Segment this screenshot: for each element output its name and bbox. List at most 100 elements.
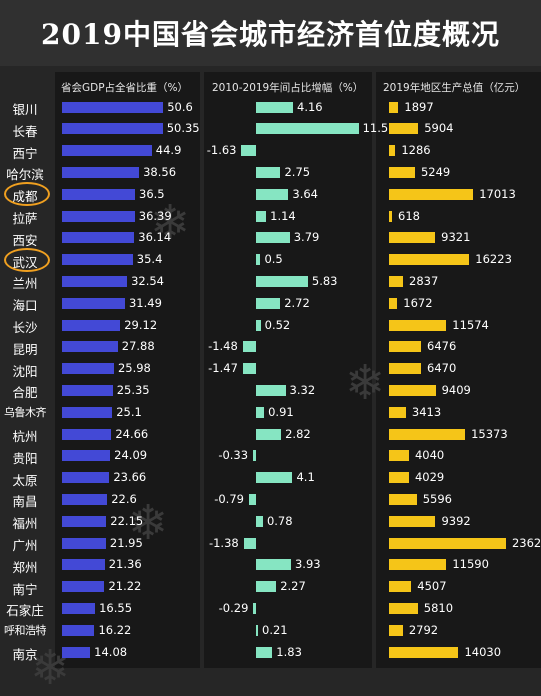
snowflake-icon: ❄ xyxy=(345,355,386,411)
share-bar xyxy=(62,166,140,178)
change-bar xyxy=(241,145,256,157)
change-bar xyxy=(242,341,256,353)
category-label: 西安 xyxy=(12,232,38,248)
header-share: 省会GDP占全省比重（%） xyxy=(61,82,189,94)
share-value: 21.95 xyxy=(109,535,143,550)
gdp-bar xyxy=(389,515,436,527)
share-bar xyxy=(62,210,135,222)
change-bar xyxy=(256,624,258,636)
category-label: 拉萨 xyxy=(12,211,38,226)
share-value: 27.88 xyxy=(121,339,155,354)
share-value: 50.6 xyxy=(167,99,193,114)
share-value: 21.36 xyxy=(108,557,142,572)
gdp-bar xyxy=(389,275,404,287)
change-value: 1.83 xyxy=(276,644,302,659)
change-value: 0.91 xyxy=(268,404,294,419)
share-value: 31.49 xyxy=(128,295,162,310)
share-bar xyxy=(62,602,96,614)
change-value: 4.16 xyxy=(297,99,323,114)
category-label: 合肥 xyxy=(12,385,38,401)
category-label: 银川 xyxy=(12,102,38,117)
header-gdp: 2019年地区生产总值（亿元） xyxy=(383,82,526,94)
gdp-value: 4029 xyxy=(414,470,445,485)
gdp-value: 9392 xyxy=(441,513,471,528)
snowflake-icon: ❄ xyxy=(150,195,191,251)
highlight-ring xyxy=(4,182,50,207)
share-value: 35.4 xyxy=(136,252,163,267)
change-value: 4.1 xyxy=(296,470,315,485)
gdp-bar xyxy=(389,406,406,418)
share-value: 44.9 xyxy=(155,143,182,158)
share-value: 25.98 xyxy=(117,361,151,376)
gdp-value: 3413 xyxy=(411,404,442,419)
change-value: 11.53 xyxy=(362,121,396,136)
gdp-bar xyxy=(389,493,417,505)
category-label: 石家庄 xyxy=(6,603,44,619)
share-bar xyxy=(62,384,113,396)
change-value: -1.48 xyxy=(208,339,238,354)
change-bar xyxy=(256,472,293,484)
change-bar xyxy=(256,101,294,113)
share-bar xyxy=(62,254,133,266)
change-bar xyxy=(256,188,289,200)
share-value: 16.22 xyxy=(98,622,132,637)
change-bar xyxy=(256,406,265,418)
change-bar xyxy=(256,384,286,396)
change-value: 3.79 xyxy=(293,230,320,245)
gdp-value: 6470 xyxy=(427,361,457,376)
change-bar xyxy=(256,319,261,331)
category-label: 沈阳 xyxy=(12,363,38,379)
share-bar xyxy=(62,232,135,244)
gdp-value: 16223 xyxy=(475,252,512,267)
share-value: 24.09 xyxy=(114,448,148,463)
gdp-bar xyxy=(389,166,415,178)
gdp-bar xyxy=(389,297,398,309)
gdp-value: 1897 xyxy=(404,99,434,114)
gdp-value: 4507 xyxy=(417,579,447,594)
gdp-bar xyxy=(389,145,396,157)
gdp-value: 2792 xyxy=(408,622,439,637)
gdp-value: 11590 xyxy=(452,557,489,572)
gdp-bar xyxy=(389,559,447,571)
share-bar xyxy=(62,624,95,636)
share-bar xyxy=(62,341,118,353)
category-label: 福州 xyxy=(12,516,38,532)
share-bar xyxy=(62,559,105,571)
gdp-value: 5904 xyxy=(424,121,454,136)
gdp-bar xyxy=(389,232,436,244)
change-bar xyxy=(256,166,281,178)
chart-title: 2019中国省会城市经济首位度概况 xyxy=(41,18,500,51)
category-label: 呼和浩特 xyxy=(4,624,47,638)
gdp-bar xyxy=(389,363,422,375)
share-value: 29.12 xyxy=(124,317,158,332)
share-value: 22.15 xyxy=(110,513,144,528)
share-value: 32.54 xyxy=(131,273,165,288)
share-bar xyxy=(62,428,112,440)
category-label: 海口 xyxy=(12,298,38,314)
change-value: 0.21 xyxy=(262,622,288,637)
category-label: 南宁 xyxy=(12,581,38,597)
share-value: 36.5 xyxy=(139,186,165,201)
gdp-value: 2837 xyxy=(409,273,439,288)
change-bar xyxy=(243,537,256,549)
category-label: 西宁 xyxy=(12,145,38,161)
share-bar xyxy=(62,363,114,375)
change-bar xyxy=(253,602,256,614)
category-label: 长沙 xyxy=(12,320,38,335)
gdp-bar xyxy=(389,581,412,593)
header-change: 2010-2019年间占比增幅（%） xyxy=(212,82,364,94)
change-value: 3.32 xyxy=(289,382,316,397)
change-value: -1.38 xyxy=(208,535,239,550)
gdp-value: 5596 xyxy=(422,491,452,506)
gdp-bar xyxy=(389,341,422,353)
change-value: -0.79 xyxy=(214,491,244,506)
share-bar xyxy=(62,406,113,418)
gdp-bar xyxy=(389,384,436,396)
change-bar xyxy=(256,275,308,287)
category-label: 太原 xyxy=(12,472,38,488)
change-bar xyxy=(256,428,282,440)
change-value: -0.33 xyxy=(218,448,249,463)
change-value: 2.82 xyxy=(285,426,311,441)
highlight-ring xyxy=(4,247,50,272)
change-bar xyxy=(256,232,290,244)
